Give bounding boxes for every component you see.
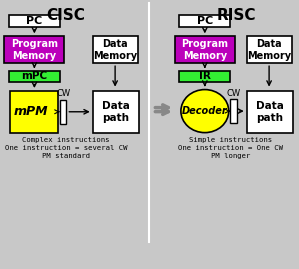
- FancyBboxPatch shape: [179, 71, 230, 82]
- Text: IR: IR: [199, 71, 211, 82]
- Text: CW: CW: [56, 89, 70, 98]
- FancyBboxPatch shape: [247, 36, 292, 63]
- Text: Decoder: Decoder: [182, 106, 228, 116]
- FancyBboxPatch shape: [4, 36, 64, 63]
- Text: Data
path: Data path: [102, 101, 130, 123]
- FancyBboxPatch shape: [175, 36, 235, 63]
- FancyBboxPatch shape: [10, 91, 58, 133]
- FancyBboxPatch shape: [93, 36, 138, 63]
- Text: Simple instructions
One instruction = One CW
PM longer: Simple instructions One instruction = On…: [178, 137, 283, 159]
- Text: PC: PC: [197, 16, 213, 26]
- FancyBboxPatch shape: [9, 71, 60, 82]
- Text: CW: CW: [226, 89, 241, 98]
- Circle shape: [181, 90, 229, 133]
- Text: PC: PC: [26, 16, 42, 26]
- Text: CISC: CISC: [46, 8, 85, 23]
- FancyBboxPatch shape: [9, 15, 60, 27]
- FancyBboxPatch shape: [247, 91, 293, 133]
- Text: Program
Memory: Program Memory: [181, 38, 228, 61]
- Text: Program
Memory: Program Memory: [11, 38, 58, 61]
- FancyBboxPatch shape: [179, 15, 230, 27]
- Text: Complex instructions
One instruction = several CW
PM standard: Complex instructions One instruction = s…: [4, 137, 127, 159]
- Text: mPM: mPM: [14, 105, 49, 118]
- Text: Data
Memory: Data Memory: [247, 38, 291, 61]
- FancyBboxPatch shape: [93, 91, 139, 133]
- FancyBboxPatch shape: [230, 99, 237, 123]
- Text: mPC: mPC: [21, 71, 48, 82]
- Text: RISC: RISC: [216, 8, 256, 23]
- Text: Data
Memory: Data Memory: [93, 38, 137, 61]
- FancyBboxPatch shape: [60, 100, 66, 124]
- Text: Data
path: Data path: [256, 101, 284, 123]
